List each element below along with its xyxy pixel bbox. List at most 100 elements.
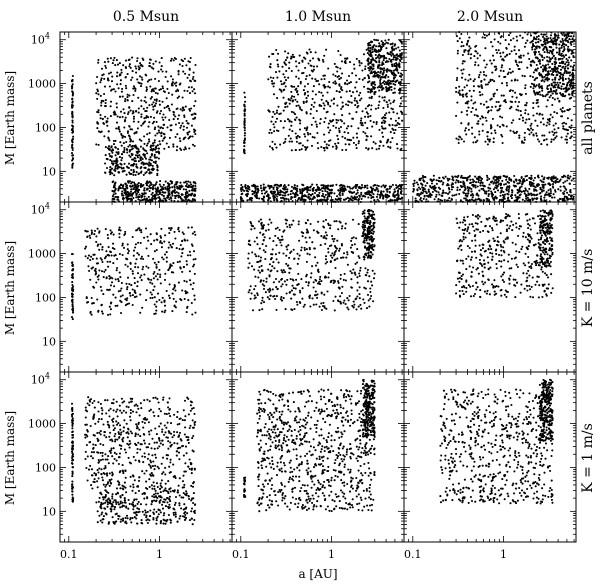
point [337, 138, 340, 141]
point [121, 115, 124, 118]
point [295, 87, 298, 90]
point [398, 105, 402, 108]
point [156, 92, 159, 95]
point [192, 184, 195, 187]
point [356, 189, 359, 192]
point [537, 35, 540, 38]
point [157, 129, 160, 132]
point [124, 182, 127, 185]
point [71, 90, 74, 93]
point [393, 99, 396, 102]
point [564, 65, 567, 68]
point [188, 73, 191, 76]
point [483, 36, 487, 39]
point [527, 113, 530, 116]
point [153, 128, 156, 131]
point [548, 90, 551, 93]
point [129, 66, 132, 69]
point [549, 69, 552, 73]
point [400, 53, 403, 56]
point [307, 195, 310, 198]
point [333, 113, 336, 116]
point [392, 101, 395, 104]
point [115, 102, 118, 105]
point [543, 75, 546, 78]
point [167, 146, 170, 149]
point [400, 57, 403, 60]
point [326, 190, 329, 193]
point [517, 49, 521, 52]
point [570, 124, 573, 127]
point [523, 131, 526, 134]
point [371, 48, 374, 51]
point [297, 85, 300, 88]
point [349, 81, 352, 84]
point [501, 82, 504, 85]
point [187, 136, 191, 140]
point [341, 101, 344, 104]
point [554, 76, 557, 79]
point [535, 69, 538, 72]
point [145, 144, 148, 147]
point [103, 171, 107, 174]
point [115, 162, 118, 165]
point [302, 89, 305, 92]
point [345, 148, 348, 151]
point [375, 148, 378, 151]
point [306, 82, 310, 85]
point [507, 34, 511, 37]
point [314, 93, 317, 96]
point [541, 75, 544, 78]
point [125, 173, 128, 176]
point [301, 72, 304, 75]
point [457, 181, 460, 184]
point [308, 48, 311, 51]
point [86, 235, 89, 239]
point [532, 44, 535, 47]
point [401, 73, 404, 76]
point [283, 194, 286, 197]
point [540, 33, 543, 36]
point [367, 87, 370, 90]
point [243, 139, 246, 142]
point [370, 187, 373, 190]
point [560, 85, 563, 88]
point [378, 128, 381, 131]
point [469, 78, 472, 81]
point [287, 184, 290, 187]
point [188, 189, 191, 192]
point [534, 41, 537, 44]
point [382, 69, 386, 72]
point [306, 90, 309, 93]
point [318, 59, 321, 62]
point [547, 63, 550, 66]
point [172, 143, 175, 146]
point [343, 187, 346, 190]
point [181, 270, 184, 273]
point [461, 185, 465, 188]
point [320, 145, 323, 149]
point [532, 83, 535, 86]
point [114, 139, 117, 142]
point [548, 84, 551, 87]
point [123, 126, 126, 129]
point [182, 128, 185, 131]
point [164, 75, 167, 79]
point [394, 128, 397, 132]
point [104, 146, 107, 149]
point [327, 101, 330, 105]
point [371, 125, 374, 128]
point [460, 69, 463, 72]
point [150, 183, 153, 186]
point [381, 68, 384, 71]
point [422, 197, 425, 200]
point [135, 110, 138, 113]
point [156, 166, 159, 169]
point [125, 140, 128, 144]
point [458, 188, 461, 191]
point [131, 76, 134, 79]
point [324, 193, 327, 196]
point [146, 152, 149, 155]
point [452, 179, 455, 182]
point [377, 106, 380, 110]
